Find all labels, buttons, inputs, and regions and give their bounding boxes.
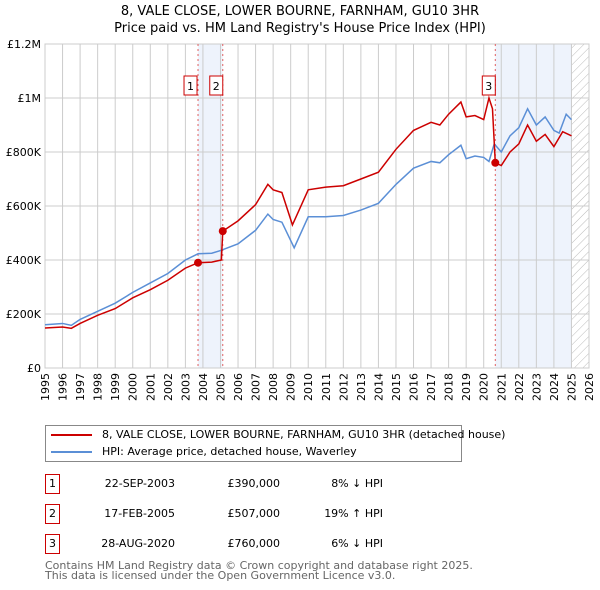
y-tick-label: £1.2M [7, 38, 41, 51]
series-line [44, 95, 572, 330]
title-line: 8, VALE CLOSE, LOWER BOURNE, FARNHAM, GU… [120, 4, 480, 19]
x-tick-label: 2021 [495, 373, 508, 401]
chart-title: 8, VALE CLOSE, LOWER BOURNE, FARNHAM, GU… [0, 3, 600, 37]
x-tick-label: 2024 [548, 373, 561, 401]
x-tick-label: 1995 [39, 373, 52, 401]
x-tick-label: 1996 [57, 373, 70, 401]
sale-point [194, 258, 203, 267]
footer: Contains HM Land Registry data © Crown c… [45, 559, 473, 582]
sale-marker-badge: 3 [45, 534, 60, 554]
footer-copyright: Contains HM Land Registry data © Crown c… [45, 559, 473, 572]
x-tick-label: 2006 [232, 373, 245, 401]
x-tick-label: 2014 [372, 373, 385, 401]
x-tick-label: 2008 [267, 373, 280, 401]
x-tick-label: 2012 [337, 373, 350, 401]
y-tick-label: £1M [18, 92, 42, 105]
sale-row: 1 22-SEP-2003 £390,000 8% ↓ HPI [45, 474, 445, 494]
x-tick-label: 2000 [127, 373, 140, 401]
x-tick-label: 2005 [214, 373, 227, 401]
subtitle-line: Price paid vs. HM Land Registry's House … [114, 21, 486, 36]
x-tick-label: 2010 [302, 373, 315, 401]
legend-label: HPI: Average price, detached house, Wave… [102, 445, 357, 458]
sale-price: £507,000 [227, 507, 281, 520]
sale-marker-box [209, 75, 224, 96]
x-tick-label: 2002 [162, 373, 175, 401]
sale-row: 2 17-FEB-2005 £507,000 19% ↑ HPI [45, 504, 445, 524]
sale-date: 22-SEP-2003 [104, 477, 175, 490]
x-tick-label: 2026 [583, 373, 596, 401]
price-chart: 1995 1996 1997 1998 1999 2000 2001 2002 2003 2004… [6, 38, 596, 401]
sale-marker-badge: 2 [45, 504, 60, 524]
x-tick-label: 2011 [320, 373, 333, 401]
x-tick-label: 2003 [179, 373, 192, 401]
sale-hpi-diff: 19% ↑ HPI [324, 507, 383, 520]
sale-price: £390,000 [227, 477, 281, 490]
legend-swatch-red [51, 434, 92, 436]
y-tick-label: £0 [27, 362, 41, 375]
plot-border [44, 43, 590, 369]
sale-date: 28-AUG-2020 [101, 537, 175, 550]
x-tick-label: 1998 [92, 373, 105, 401]
legend-swatch-blue [51, 451, 92, 453]
sale-marker-box [481, 75, 496, 96]
x-tick-label: 2023 [530, 373, 543, 401]
x-tick-label: 2018 [443, 373, 456, 401]
sale-price: £760,000 [227, 537, 281, 550]
y-tick-label: £200K [6, 308, 42, 321]
y-tick-label: £400K [6, 254, 42, 267]
sale-marker-label: 3 [485, 80, 492, 93]
x-tick-label: 2007 [250, 373, 263, 401]
x-tick-label: 2022 [513, 373, 526, 401]
sale-date: 17-FEB-2005 [104, 507, 175, 520]
y-tick-label: £800K [6, 146, 42, 159]
sale-point [218, 227, 227, 236]
y-tick-label: £600K [6, 200, 42, 213]
x-tick-label: 2013 [355, 373, 368, 401]
x-tick-label: 2001 [144, 373, 157, 401]
sale-marker-badge: 1 [45, 474, 60, 494]
sale-point [491, 158, 500, 167]
sale-hpi-diff: 8% ↓ HPI [331, 477, 383, 490]
x-tick-label: 2016 [408, 373, 421, 401]
x-tick-label: 2017 [425, 373, 438, 401]
x-tick-label: 2015 [390, 373, 403, 401]
x-tick-label: 2004 [197, 373, 210, 401]
sale-marker-label: 1 [187, 80, 194, 93]
sale-hpi-diff: 6% ↓ HPI [331, 537, 383, 550]
x-tick-label: 2019 [460, 373, 473, 401]
x-tick-label: 2025 [565, 373, 578, 401]
legend: 8, VALE CLOSE, LOWER BOURNE, FARNHAM, GU… [45, 425, 505, 462]
sale-row: 3 28-AUG-2020 £760,000 6% ↓ HPI [45, 534, 445, 554]
x-tick-label: 1999 [109, 373, 122, 401]
series-line [44, 107, 572, 327]
legend-label: 8, VALE CLOSE, LOWER BOURNE, FARNHAM, GU… [102, 428, 506, 441]
x-tick-label: 2009 [285, 373, 298, 401]
sale-marker-label: 2 [213, 80, 220, 93]
x-tick-label: 1997 [74, 373, 87, 401]
sale-marker-box [183, 75, 198, 96]
x-tick-label: 2020 [478, 373, 491, 401]
footer-licence: This data is licensed under the Open Gov… [45, 569, 396, 582]
